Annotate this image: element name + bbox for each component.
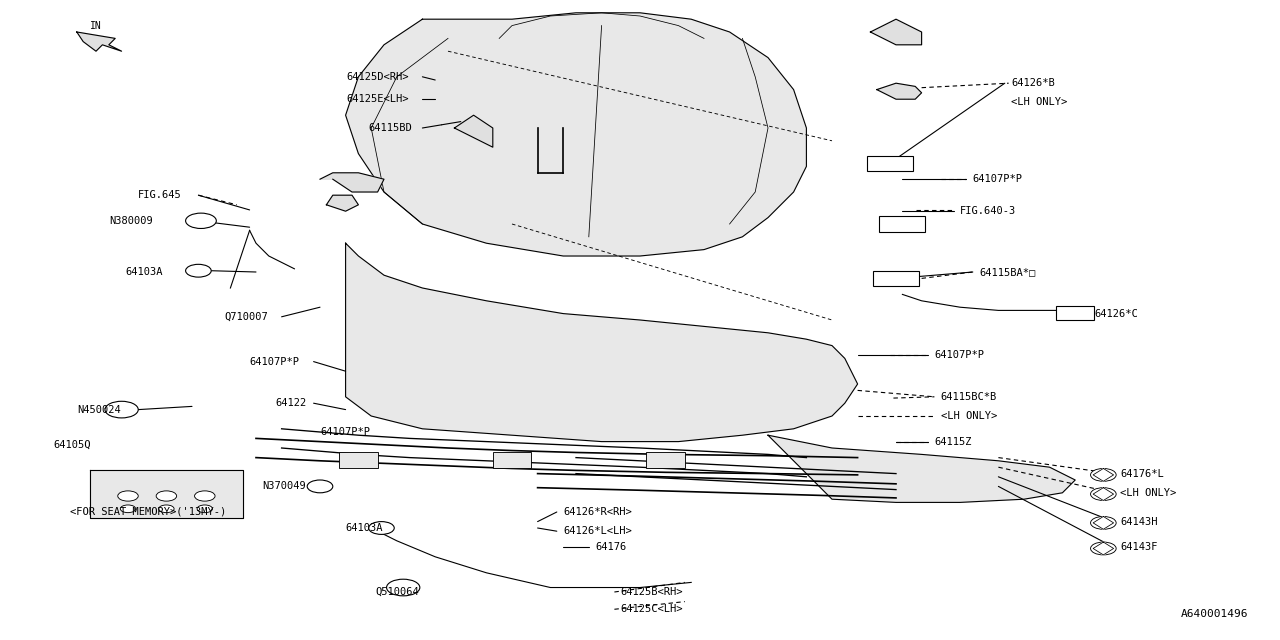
Text: Q510064: Q510064 (375, 587, 419, 597)
Text: <LH ONLY>: <LH ONLY> (1120, 488, 1176, 498)
Polygon shape (346, 13, 806, 256)
Text: <LH ONLY>: <LH ONLY> (1011, 97, 1068, 108)
Text: 64105Q: 64105Q (54, 440, 91, 450)
Circle shape (197, 505, 212, 513)
FancyBboxPatch shape (1056, 306, 1094, 320)
Polygon shape (454, 115, 493, 147)
Text: 64176: 64176 (595, 542, 626, 552)
Polygon shape (346, 243, 858, 442)
Polygon shape (326, 195, 358, 211)
Circle shape (1091, 488, 1116, 500)
Text: 64126*B: 64126*B (1011, 78, 1055, 88)
FancyBboxPatch shape (493, 452, 531, 468)
Text: <FOR SEAT MEMORY>('13MY-): <FOR SEAT MEMORY>('13MY-) (70, 507, 227, 517)
Circle shape (159, 505, 174, 513)
Text: 64107P*P: 64107P*P (320, 427, 370, 437)
Polygon shape (90, 470, 243, 518)
Text: N380009: N380009 (109, 216, 152, 226)
Polygon shape (1093, 468, 1114, 481)
Text: 64126*R<RH>: 64126*R<RH> (563, 507, 632, 517)
Text: 64143F: 64143F (1120, 542, 1157, 552)
Text: 64125D<RH>: 64125D<RH> (347, 72, 408, 82)
Text: FIG.645: FIG.645 (138, 190, 182, 200)
Circle shape (118, 491, 138, 501)
Circle shape (307, 480, 333, 493)
Circle shape (156, 491, 177, 501)
Text: 64103A: 64103A (346, 523, 383, 533)
Circle shape (1091, 468, 1116, 481)
Text: 64176*L: 64176*L (1120, 468, 1164, 479)
Text: Q710007: Q710007 (224, 312, 268, 322)
Text: 64126*C: 64126*C (1094, 308, 1138, 319)
Polygon shape (1093, 516, 1114, 529)
Text: N370049: N370049 (262, 481, 306, 492)
Text: 64115BC*B: 64115BC*B (941, 392, 997, 402)
Text: 64125C<LH>: 64125C<LH> (621, 604, 684, 614)
Text: <LH ONLY>: <LH ONLY> (941, 411, 997, 421)
Polygon shape (768, 435, 1075, 502)
Circle shape (369, 522, 394, 534)
Text: 64115Z: 64115Z (934, 436, 972, 447)
Polygon shape (77, 32, 122, 51)
Text: IN: IN (90, 21, 102, 31)
Text: 64125E<LH>: 64125E<LH> (347, 94, 408, 104)
Circle shape (387, 579, 420, 596)
Circle shape (1091, 542, 1116, 555)
Circle shape (1091, 516, 1116, 529)
Circle shape (186, 213, 216, 228)
Text: 64107P*P: 64107P*P (250, 356, 300, 367)
FancyBboxPatch shape (873, 271, 919, 286)
Text: 64122: 64122 (275, 398, 306, 408)
FancyBboxPatch shape (646, 452, 685, 468)
Text: A640001496: A640001496 (1180, 609, 1248, 620)
Circle shape (195, 491, 215, 501)
FancyBboxPatch shape (879, 216, 925, 232)
Polygon shape (877, 83, 922, 99)
Circle shape (120, 505, 136, 513)
Text: 64115BD: 64115BD (369, 123, 412, 133)
Text: 64115BA*□: 64115BA*□ (979, 267, 1036, 277)
Polygon shape (1093, 542, 1114, 555)
Text: FIG.640-3: FIG.640-3 (960, 206, 1016, 216)
Text: 64125B<RH>: 64125B<RH> (621, 587, 684, 597)
FancyBboxPatch shape (339, 452, 378, 468)
Circle shape (105, 401, 138, 418)
Text: 64103A: 64103A (125, 267, 163, 277)
Text: 64107P*P: 64107P*P (934, 350, 984, 360)
Polygon shape (870, 19, 922, 45)
Polygon shape (320, 173, 384, 192)
Text: 64107P*P: 64107P*P (973, 174, 1023, 184)
Polygon shape (1093, 488, 1114, 500)
Text: 64126*L<LH>: 64126*L<LH> (563, 526, 632, 536)
Text: N450024: N450024 (77, 404, 120, 415)
FancyBboxPatch shape (867, 156, 913, 171)
Text: 64143H: 64143H (1120, 516, 1157, 527)
Circle shape (186, 264, 211, 277)
